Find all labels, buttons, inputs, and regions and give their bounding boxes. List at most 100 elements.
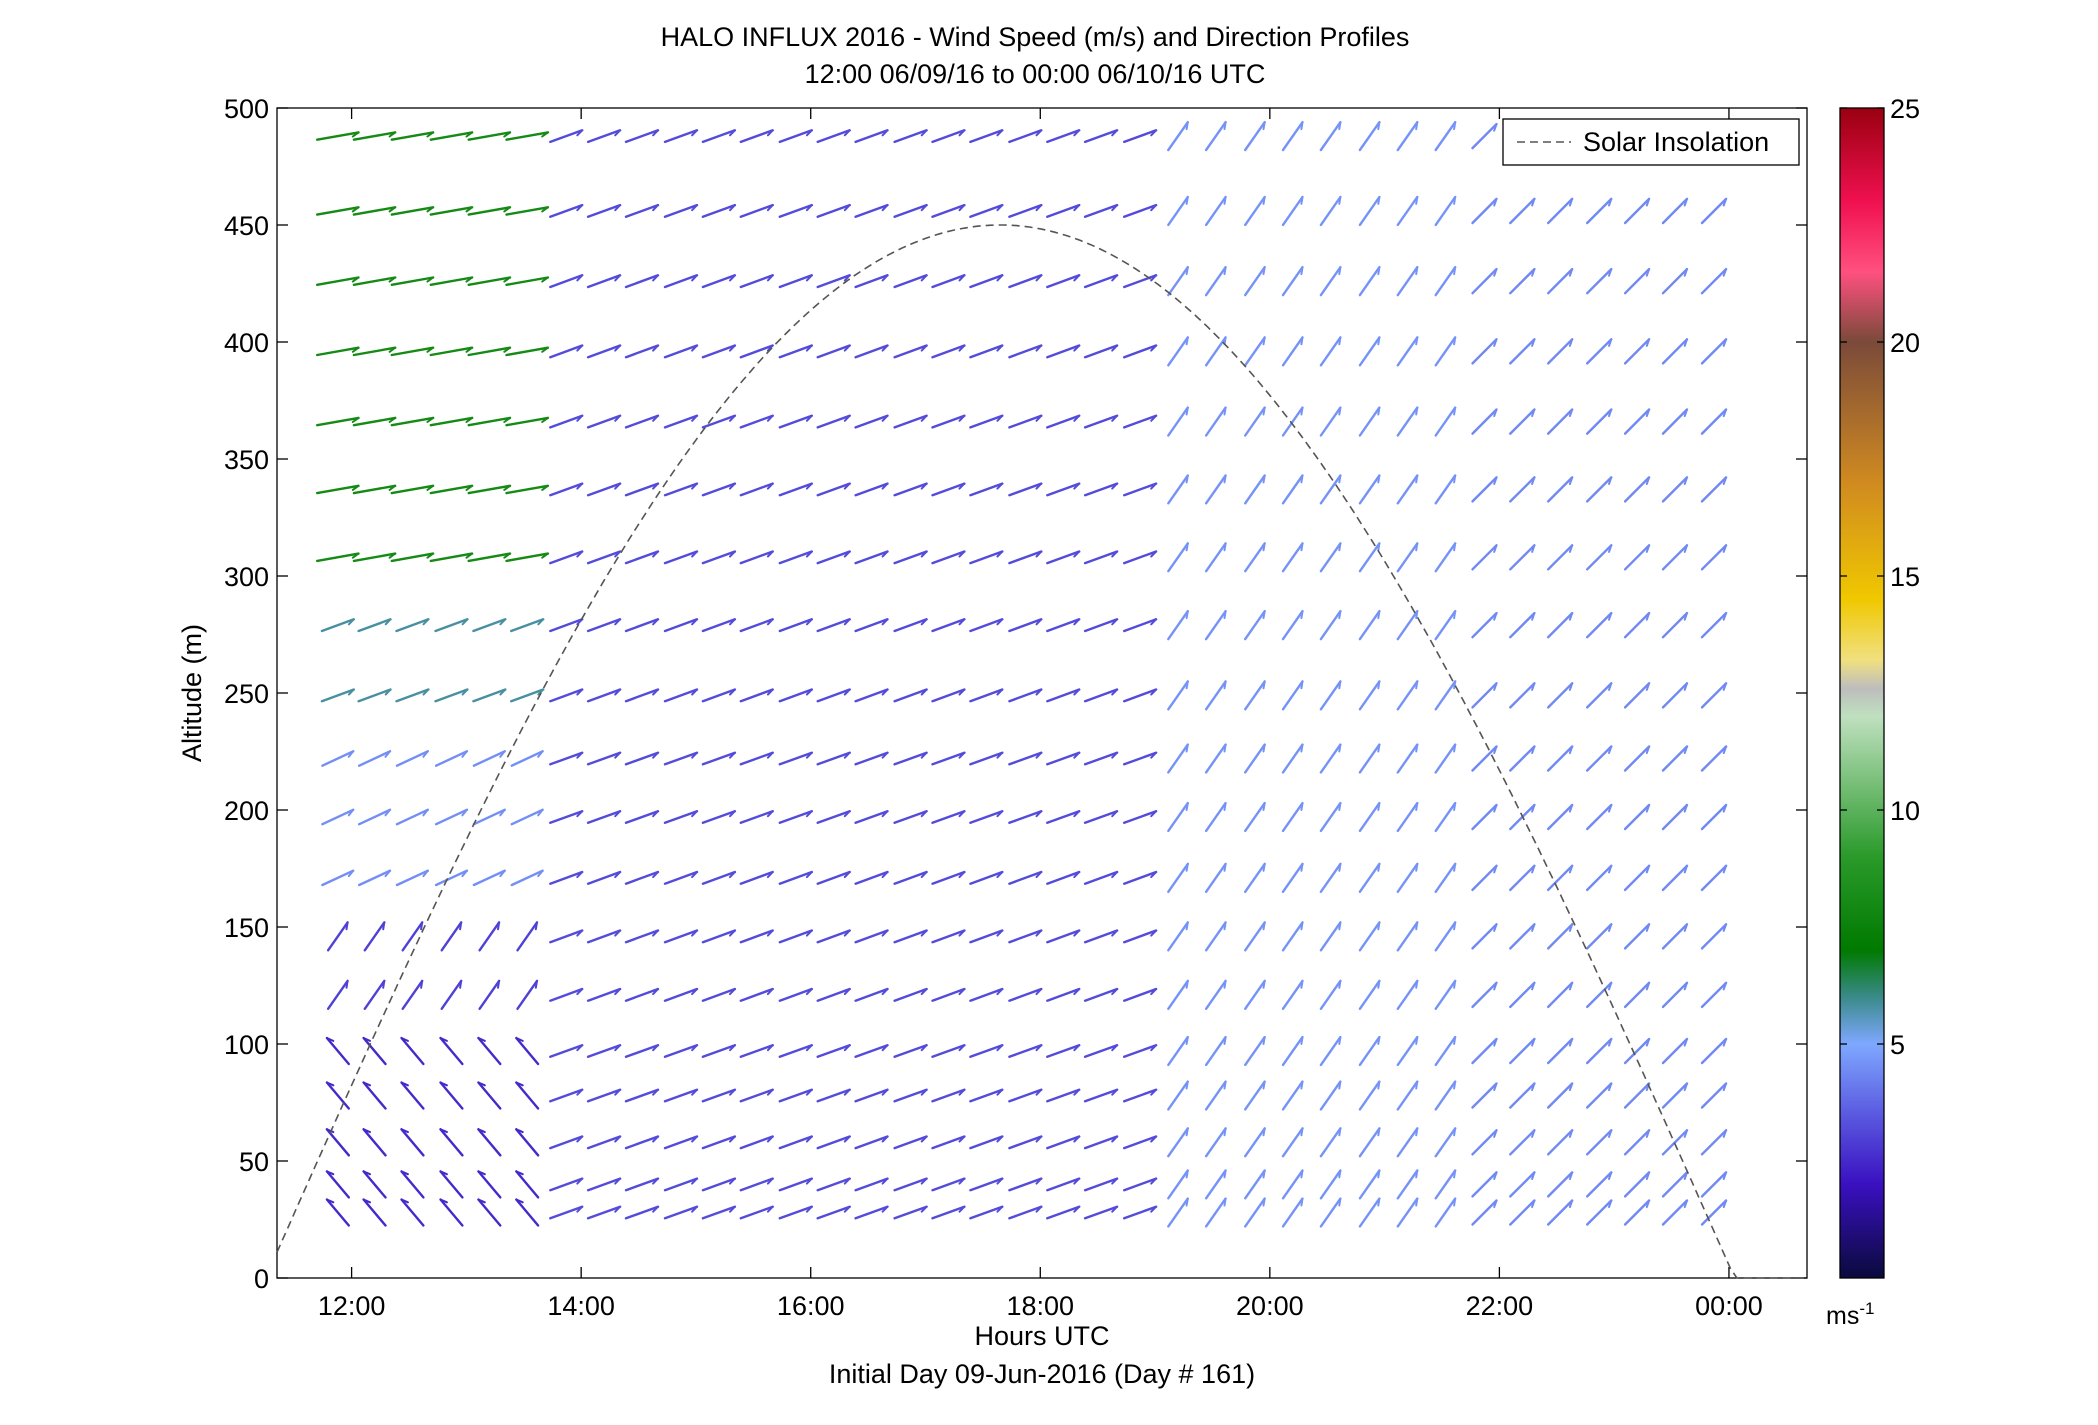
wind-vector — [778, 810, 813, 824]
wind-vector — [1434, 1080, 1457, 1111]
wind-vector — [1434, 120, 1457, 152]
wind-vector-head — [1608, 745, 1613, 755]
wind-vector — [586, 870, 622, 885]
wind-vector-head — [1223, 1127, 1227, 1137]
wind-vector — [1167, 406, 1190, 437]
wind-vector-head — [614, 1205, 622, 1213]
wind-vector-head — [347, 688, 355, 696]
wind-vector — [1319, 680, 1342, 711]
wind-vector-head — [1568, 923, 1574, 932]
wind-vector — [893, 929, 928, 944]
wind-vector — [549, 751, 584, 766]
wind-vector — [1471, 476, 1498, 503]
wind-vector-head — [1300, 266, 1304, 276]
wind-vector — [477, 1198, 502, 1227]
wind-vector-head — [1300, 336, 1304, 346]
wind-vector — [1623, 1129, 1651, 1156]
wind-vector — [549, 929, 584, 944]
wind-vector — [1396, 1169, 1419, 1200]
wind-vector-head — [1338, 802, 1342, 811]
wind-vector-head — [652, 618, 659, 626]
wind-vector-head — [1111, 929, 1119, 937]
wind-vector — [778, 870, 813, 885]
wind-vector — [778, 203, 813, 219]
wind-vector — [969, 550, 1004, 565]
wind-vector-head — [439, 1037, 448, 1042]
wind-vector-head — [537, 750, 544, 758]
wind-vector — [1008, 810, 1043, 824]
wind-vector-head — [691, 688, 698, 696]
wind-vector — [1167, 1169, 1190, 1200]
wind-vector — [505, 416, 550, 427]
wind-vector — [401, 921, 424, 952]
wind-vector — [624, 550, 660, 565]
wind-vector-head — [1377, 1197, 1381, 1207]
x-tick-label: 18:00 — [1006, 1291, 1074, 1321]
wind-vector — [1319, 266, 1342, 297]
wind-vector — [893, 688, 928, 703]
wind-vector — [1167, 680, 1190, 711]
wind-vector-head — [1185, 336, 1189, 346]
wind-vector-head — [614, 1135, 622, 1143]
wind-vector — [352, 206, 397, 216]
wind-vector-head — [1111, 810, 1119, 818]
wind-vector-head — [515, 1170, 524, 1176]
wind-vector-head — [1150, 482, 1158, 490]
wind-vector-head — [614, 1088, 622, 1096]
wind-vector-head — [1111, 414, 1119, 422]
wind-vector-head — [996, 129, 1004, 137]
wind-vector-head — [766, 482, 774, 490]
wind-vector — [395, 808, 429, 826]
wind-vector-head — [1073, 1044, 1081, 1052]
wind-vector-head — [996, 1044, 1004, 1052]
wind-vector-head — [1645, 1199, 1651, 1209]
wind-vector-head — [576, 929, 584, 937]
wind-vector-head — [1645, 804, 1651, 813]
wind-vector — [1546, 1037, 1574, 1065]
wind-vector-head — [843, 414, 851, 422]
wind-vector — [1471, 1199, 1498, 1226]
wind-vector — [1008, 129, 1043, 144]
wind-vector — [316, 131, 360, 141]
wind-vector — [358, 869, 392, 887]
colorbar-tick-label: 20 — [1890, 328, 1920, 358]
wind-vector-head — [1338, 542, 1342, 552]
wind-vector-head — [1377, 1080, 1381, 1090]
wind-vector-head — [499, 808, 506, 817]
wind-vector-head — [805, 751, 813, 759]
wind-vector-head — [691, 1044, 698, 1052]
wind-vector — [1358, 743, 1381, 774]
wind-vector — [1046, 1043, 1081, 1059]
wind-vector-head — [503, 484, 511, 491]
wind-vector — [624, 1177, 660, 1192]
wind-vector — [1585, 1037, 1613, 1065]
wind-vector-head — [614, 1044, 622, 1052]
wind-vector-head — [614, 688, 622, 696]
wind-vector — [1396, 921, 1419, 952]
wind-vector-head — [1493, 338, 1498, 347]
wind-vector-head — [1185, 979, 1189, 989]
wind-vector — [854, 274, 889, 289]
wind-vector — [586, 550, 622, 565]
wind-vector-head — [691, 344, 698, 352]
wind-vector — [1585, 682, 1613, 709]
wind-vector-head — [347, 808, 355, 817]
wind-vector-head — [351, 552, 360, 559]
wind-vector — [1471, 122, 1498, 150]
wind-vector — [778, 274, 813, 289]
wind-vector — [1623, 1037, 1651, 1065]
wind-vector — [1396, 743, 1419, 774]
wind-vector-head — [996, 988, 1004, 996]
wind-vector-head — [1377, 196, 1381, 205]
wind-vector — [1008, 751, 1043, 766]
wind-vector-head — [652, 1088, 659, 1096]
wind-vector-head — [1608, 338, 1613, 347]
wind-vector-head — [1683, 197, 1688, 207]
wind-vector-head — [576, 871, 584, 879]
wind-vector — [816, 274, 851, 289]
wind-vector — [1008, 870, 1043, 885]
wind-vector — [893, 751, 928, 766]
wind-vector — [505, 206, 550, 216]
wind-vector — [1281, 406, 1304, 437]
wind-vector — [1281, 474, 1304, 505]
